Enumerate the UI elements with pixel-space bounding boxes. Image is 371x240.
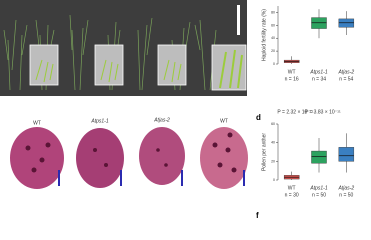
y-tick-label: 20 — [271, 49, 275, 53]
sample-size: n = 30 — [285, 192, 299, 198]
x-tick-label: Atjas-2 — [338, 185, 355, 191]
y-tick-label: 0 — [273, 178, 275, 182]
sample-size: n = 50 — [312, 192, 326, 198]
anther-images: WT Atps1-1 Atjas-2 WT — [10, 117, 248, 189]
y-tick-label: 0 — [273, 62, 275, 66]
sample-size: n = 16 — [285, 76, 299, 82]
y-tick-label: 80 — [271, 10, 275, 14]
panel-label: d — [256, 113, 261, 122]
y-tick-label: 60 — [271, 23, 275, 27]
image-label: Atjas-2 — [153, 117, 170, 123]
y-tick-label: 40 — [271, 36, 275, 40]
y-axis-label: Haploid fertility rate (%) — [261, 9, 267, 61]
box — [338, 147, 355, 162]
p-value: P = 2.32 × 10⁻¹¹ — [277, 109, 313, 115]
sample-size: n = 50 — [339, 192, 353, 198]
y-tick-label: 20 — [271, 159, 275, 163]
box — [311, 150, 327, 164]
photo-panel — [0, 0, 247, 96]
x-tick-label: Atps1-1 — [309, 185, 327, 191]
y-tick-label: 40 — [271, 141, 275, 145]
p-value: P = 3.83 × 10⁻¹¹ — [305, 109, 341, 115]
x-tick-label: Atjas-2 — [338, 69, 355, 75]
x-tick-label: WT — [288, 69, 296, 75]
y-tick-label: 60 — [271, 122, 275, 126]
sample-size: n = 34 — [312, 76, 326, 82]
y-axis-label: Pollen per anther — [261, 133, 267, 171]
image-label: Atps1-1 — [90, 118, 108, 124]
x-tick-label: WT — [288, 185, 296, 191]
panel-label: f — [256, 211, 259, 220]
x-tick-label: Atps1-1 — [309, 69, 327, 75]
image-label: WT — [33, 120, 41, 126]
sample-size: n = 54 — [339, 76, 353, 82]
image-label: WT — [220, 118, 228, 124]
figure: WT Atps1-1 Atjas-2 WT d f Haploid fertil… — [0, 0, 355, 220]
